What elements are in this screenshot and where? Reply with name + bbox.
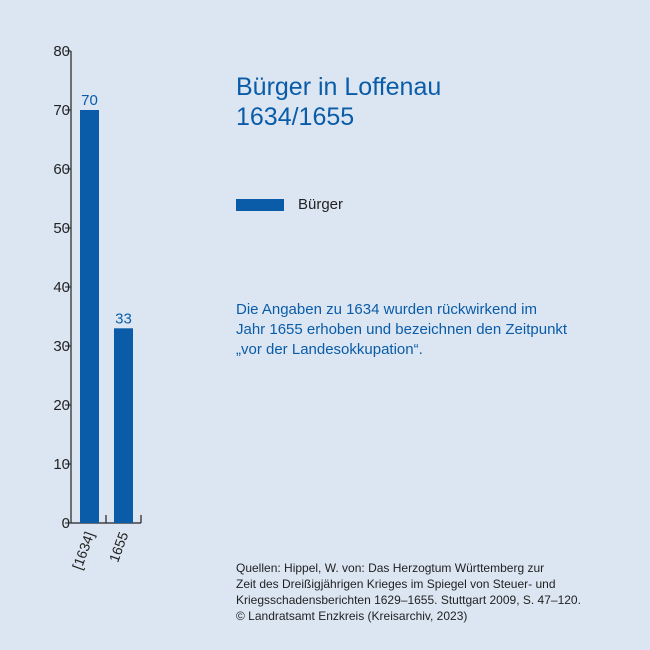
bar-data-label: 33 (115, 310, 132, 327)
source-line-3: Kriegsschadensberichten 1629–1655. Stutt… (236, 593, 581, 607)
y-tick-label: 0 (62, 515, 70, 532)
chart-title: Bürger in Loffenau 1634/1655 (236, 72, 441, 132)
bar (114, 328, 133, 523)
footnote-text: Die Angaben zu 1634 wurden rückwirkend i… (236, 300, 616, 360)
source-text: Quellen: Hippel, W. von: Das Herzogtum W… (236, 560, 636, 624)
legend-label: Bürger (298, 196, 344, 213)
y-tick-label: 60 (53, 161, 70, 178)
source-line-2: Zeit des Dreißigjährigen Krieges im Spie… (236, 577, 556, 591)
copyright-line: © Landratsamt Enzkreis (Kreisarchiv, 202… (236, 609, 468, 623)
chart-title-line-1: Bürger in Loffenau (236, 73, 442, 101)
y-tick-label: 70 (53, 102, 70, 119)
footnote-line-1: Die Angaben zu 1634 wurden rückwirkend i… (236, 301, 538, 318)
bar-data-label: 70 (81, 92, 98, 109)
y-tick-label: 80 (53, 43, 70, 60)
chart-title-line-2: 1634/1655 (236, 103, 355, 131)
y-tick-label: 40 (53, 279, 70, 296)
source-line-1: Quellen: Hippel, W. von: Das Herzogtum W… (236, 561, 545, 575)
y-tick-label: 10 (53, 456, 70, 473)
bar (80, 110, 99, 523)
footnote-line-2: Jahr 1655 erhoben und bezeichnen den Zei… (236, 321, 568, 338)
y-tick-label: 30 (53, 338, 70, 355)
x-category-label: 1655 (106, 529, 132, 564)
legend-swatch (236, 198, 284, 211)
y-tick-label: 20 (53, 397, 70, 414)
footnote-line-3: „vor der Landesokkupation“. (236, 341, 423, 358)
x-category-label: [1634] (69, 530, 97, 572)
legend: Bürger (236, 196, 343, 213)
y-tick-label: 50 (53, 220, 70, 237)
